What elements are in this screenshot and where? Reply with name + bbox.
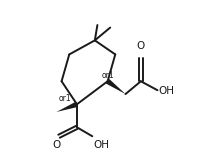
Text: or1: or1: [59, 94, 71, 103]
Text: OH: OH: [94, 140, 110, 150]
Polygon shape: [56, 102, 78, 112]
Text: O: O: [137, 41, 145, 51]
Polygon shape: [106, 79, 126, 94]
Text: O: O: [52, 140, 61, 150]
Text: or1: or1: [102, 71, 114, 80]
Text: OH: OH: [158, 86, 174, 96]
